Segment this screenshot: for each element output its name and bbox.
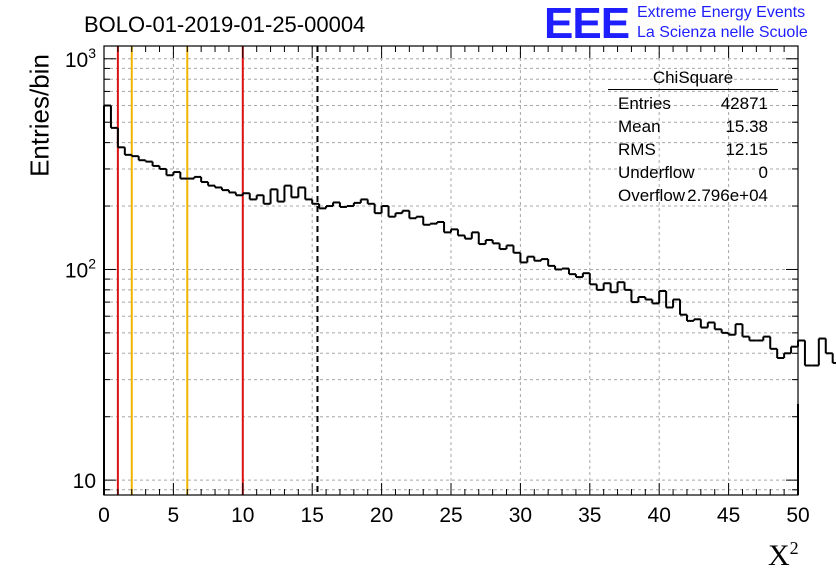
stats-key: Underflow [618,163,695,182]
logo-text-line1: Extreme Energy Events [637,4,806,21]
axis-ticks [103,46,799,495]
x-tick-label: 10 [231,504,254,527]
x-axis-label: X2 [768,538,799,573]
x-tick-label: 50 [786,504,809,527]
x-tick-label: 15 [301,504,324,527]
y-axis-label: Entries/bin [24,54,55,177]
x-axis-label-base: X [768,539,790,572]
x-axis-label-sup: 2 [789,538,799,558]
x-tick-label: 35 [578,504,601,527]
stats-value: 2.796e+04 [687,186,768,205]
stats-row: Mean 15.38 [608,115,778,138]
x-tick-label: 30 [509,504,532,527]
tick-labels: 0 5 10 15 20 25 30 35 40 45 50 10 102 103 [65,45,810,527]
stats-value: 0 [758,163,768,182]
eee-logo: EEE [544,0,630,48]
x-tick-label: 40 [648,504,671,527]
x-tick-label: 0 [98,504,110,527]
x-tick-label: 45 [717,504,740,527]
stats-key: RMS [618,140,656,159]
stats-row: RMS 12.15 [608,138,778,161]
stats-row: Entries 42871 [608,92,778,115]
stats-row: Overflow 2.796e+04 [608,184,778,207]
x-tick-label: 20 [370,504,393,527]
y-tick-label: 103 [65,45,96,72]
histogram-title: BOLO-01-2019-01-25-00004 [84,12,366,37]
stats-key: Overflow [618,186,686,205]
histogram-bars [103,104,836,495]
stats-value: 42871 [720,94,768,113]
grid-layer [104,46,798,495]
y-tick-label: 102 [65,255,96,282]
stats-value: 12.15 [725,140,768,159]
stats-key: Mean [618,117,661,136]
logo-text-line2: La Scienza nelle Scuole [637,24,808,41]
stats-key: Entries [618,94,671,113]
stats-row: Underflow 0 [608,161,778,184]
stats-title: ChiSquare [608,68,778,90]
x-tick-label: 25 [439,504,462,527]
stats-box: ChiSquare Entries 42871 Mean 15.38 RMS 12.1… [608,68,778,207]
reference-lines [116,46,319,495]
y-tick-label: 10 [73,470,96,493]
stats-value: 15.38 [725,117,768,136]
x-tick-label: 5 [168,504,180,527]
